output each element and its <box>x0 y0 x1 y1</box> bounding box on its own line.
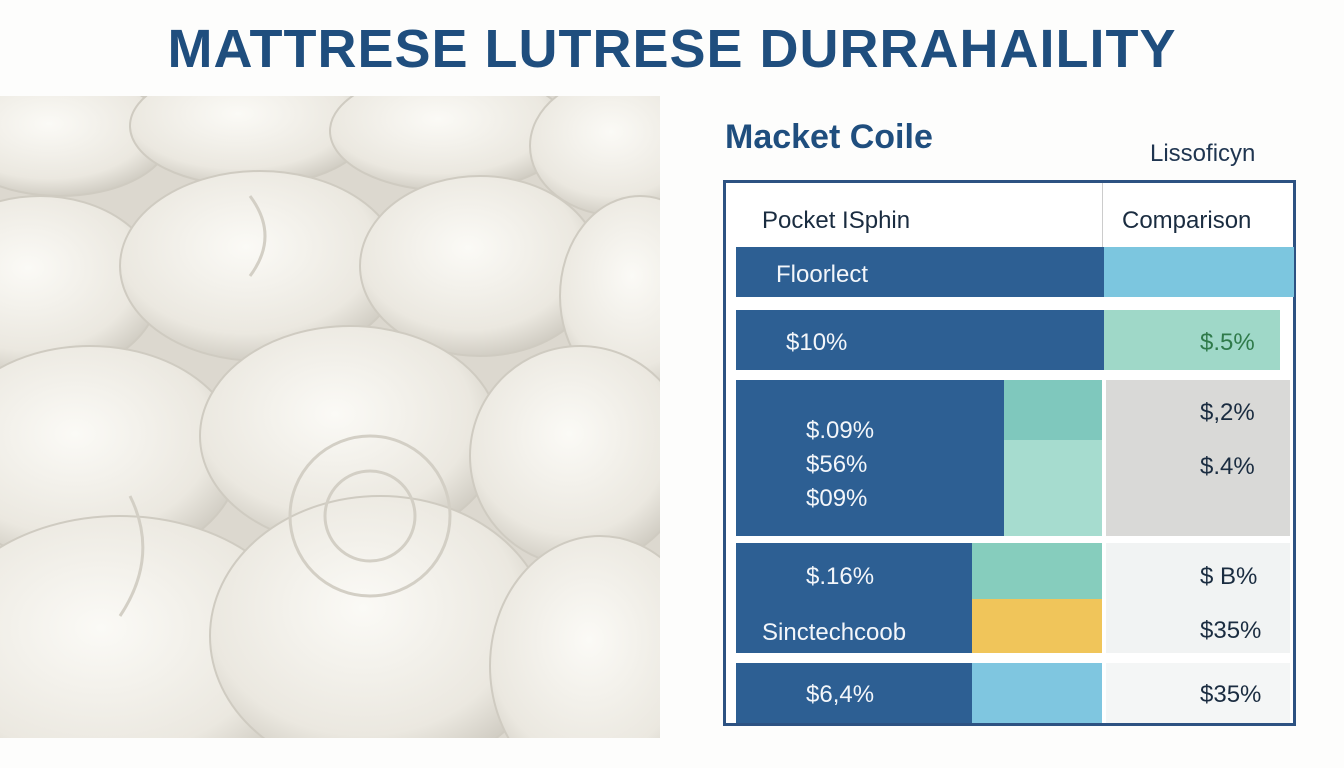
block <box>1106 543 1290 653</box>
bar <box>736 663 972 723</box>
block <box>1106 663 1290 723</box>
bar <box>736 380 1004 536</box>
block <box>1104 310 1280 370</box>
title: MATTRESE LUTRESE DURRAHAILITY <box>167 19 1177 79</box>
row-value: $.16% <box>806 563 875 590</box>
bar <box>736 310 1104 370</box>
panel-title: Macket Coile <box>725 118 933 156</box>
bar <box>736 543 972 653</box>
row-value: $,2% <box>1200 399 1255 426</box>
block <box>972 663 1102 723</box>
row-value: $35% <box>1200 617 1262 644</box>
block <box>1104 247 1294 297</box>
mattress-image <box>0 96 660 738</box>
block <box>972 599 1102 653</box>
row-label: Sinctechcoob <box>762 619 907 646</box>
divider <box>1102 183 1103 247</box>
row-value: $09% <box>806 485 868 512</box>
row-value: $.09% <box>806 417 875 444</box>
table-header: Pocket ISphin <box>762 207 911 234</box>
block <box>1106 380 1290 536</box>
bar <box>736 247 1104 297</box>
row-label: Floorlect <box>776 261 869 288</box>
row-value: $35% <box>1200 681 1262 708</box>
table-header: Comparison <box>1122 207 1252 234</box>
row-value: $ B% <box>1200 563 1258 590</box>
block <box>972 543 1102 599</box>
block <box>1004 440 1102 536</box>
row-value: $6,4% <box>806 681 875 708</box>
row-value: $.5% <box>1200 329 1255 356</box>
comparison-table: Pocket ISphin Comparison Floorlect $10% … <box>723 180 1296 726</box>
row-value: $10% <box>786 329 848 356</box>
panel-subtitle: Lissoficyn <box>1150 140 1256 167</box>
row-value: $.4% <box>1200 453 1255 480</box>
row-value: $56% <box>806 451 868 478</box>
block <box>1004 380 1102 440</box>
